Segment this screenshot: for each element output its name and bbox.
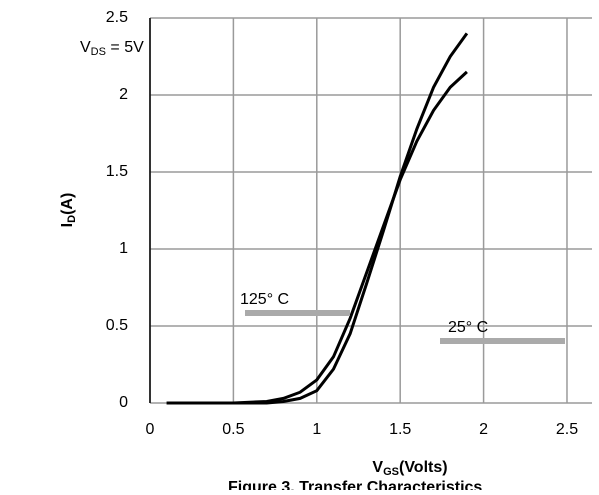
series-line: [166, 32, 469, 405]
series-line: [166, 70, 468, 405]
x-label-sub: GS: [383, 466, 399, 478]
y-label-text: I: [59, 223, 76, 227]
y-tick-label: 1: [119, 240, 128, 257]
x-axis-label: VGS(Volts): [372, 459, 447, 478]
y-axis-label: ID(A): [59, 193, 78, 228]
annotation-suffix: = 5V: [106, 39, 144, 56]
plot: 0 0.5 1 1.5 2 2.5 0 0.5 1 1.5 2 2.5 125° C 25° C: [106, 9, 592, 438]
series-label: 25° C: [448, 319, 488, 336]
vds-annotation: VDS = 5V: [80, 39, 144, 58]
label-underline: [245, 310, 350, 316]
x-tick-label: 1: [312, 421, 321, 438]
x-tick-label: 0.5: [222, 421, 244, 438]
x-label-text: V: [372, 459, 383, 476]
annotation-text: V: [80, 39, 91, 56]
x-tick-label: 2: [479, 421, 488, 438]
y-label-suffix: (A): [59, 193, 76, 215]
y-label-sub: D: [66, 215, 78, 223]
y-tick-label: 1.5: [106, 163, 128, 180]
label-underline: [440, 338, 565, 344]
series-label: 125° C: [240, 291, 289, 308]
y-tick-label: 2.5: [106, 9, 128, 26]
x-tick-label: 1.5: [389, 421, 411, 438]
x-tick-label: 0: [146, 421, 155, 438]
caption: Figure 3. Transfer Characteristics: [228, 479, 482, 490]
y-tick-label: 2: [119, 86, 128, 103]
x-label-suffix: (Volts): [399, 459, 448, 476]
x-tick-label: 2.5: [556, 421, 578, 438]
y-tick-label: 0.5: [106, 317, 128, 334]
y-tick-label: 0: [119, 394, 128, 411]
annotation-sub: DS: [91, 46, 106, 58]
